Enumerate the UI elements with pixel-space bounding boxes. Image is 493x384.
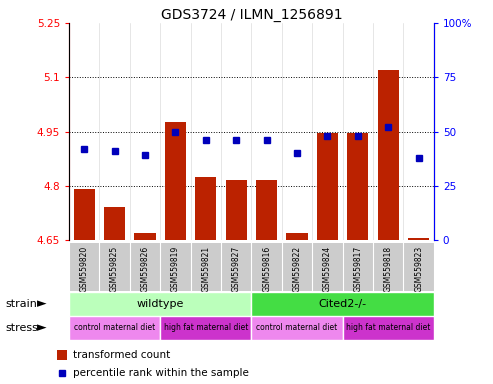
Bar: [160, 316, 251, 340]
Text: control maternal diet: control maternal diet: [74, 323, 155, 333]
Text: Cited2-/-: Cited2-/-: [318, 299, 367, 309]
Text: GSM559821: GSM559821: [201, 245, 211, 291]
Bar: [73, 189, 95, 240]
Text: GSM559819: GSM559819: [171, 245, 180, 292]
Bar: [408, 238, 429, 240]
Bar: [195, 177, 216, 240]
Text: GSM559824: GSM559824: [323, 245, 332, 292]
Text: GSM559817: GSM559817: [353, 245, 362, 292]
Bar: [286, 233, 308, 240]
Text: high fat maternal diet: high fat maternal diet: [164, 323, 248, 333]
Text: ►: ►: [37, 297, 47, 310]
Text: GSM559818: GSM559818: [384, 245, 393, 291]
Text: GSM559816: GSM559816: [262, 245, 271, 292]
Text: GSM559820: GSM559820: [80, 245, 89, 292]
Bar: [347, 133, 368, 240]
Bar: [251, 316, 343, 340]
Text: GSM559823: GSM559823: [414, 245, 423, 292]
Text: high fat maternal diet: high fat maternal diet: [346, 323, 430, 333]
Text: control maternal diet: control maternal diet: [256, 323, 338, 333]
Text: GSM559826: GSM559826: [141, 245, 149, 292]
Bar: [343, 316, 434, 340]
Bar: [69, 292, 251, 316]
Bar: [135, 233, 156, 240]
Bar: [57, 351, 67, 360]
Text: GSM559822: GSM559822: [292, 245, 302, 291]
Bar: [256, 180, 277, 240]
Text: ►: ►: [37, 321, 47, 334]
Text: wildtype: wildtype: [137, 299, 184, 309]
Bar: [317, 133, 338, 240]
Text: percentile rank within the sample: percentile rank within the sample: [73, 367, 249, 377]
Bar: [378, 70, 399, 240]
Bar: [251, 292, 434, 316]
Text: stress: stress: [5, 323, 38, 333]
Bar: [165, 122, 186, 240]
Text: GSM559827: GSM559827: [232, 245, 241, 292]
Bar: [226, 180, 247, 240]
Title: GDS3724 / ILMN_1256891: GDS3724 / ILMN_1256891: [161, 8, 342, 22]
Text: GSM559825: GSM559825: [110, 245, 119, 292]
Text: transformed count: transformed count: [73, 350, 171, 360]
Bar: [69, 316, 160, 340]
Text: strain: strain: [5, 299, 37, 309]
Bar: [104, 207, 125, 240]
